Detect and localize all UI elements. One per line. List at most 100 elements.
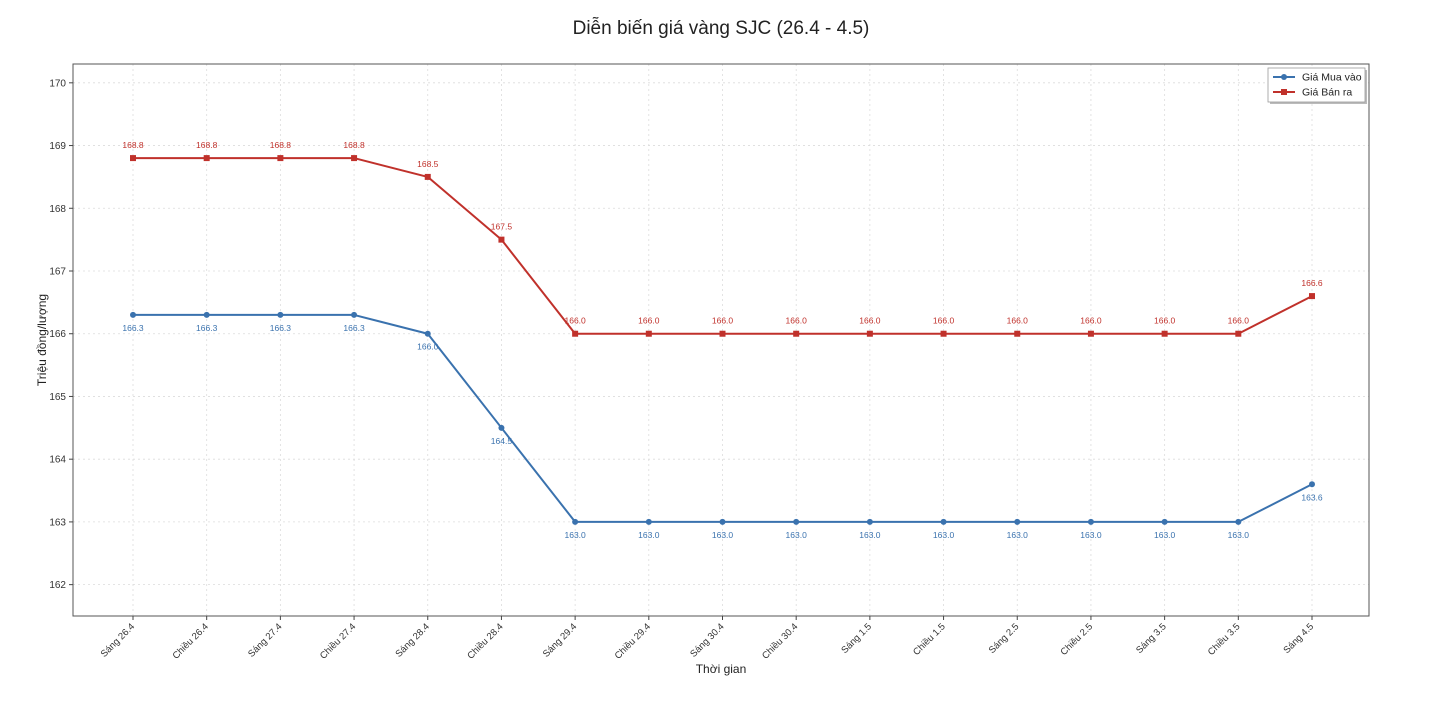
data-point bbox=[793, 330, 800, 337]
data-label: 166.6 bbox=[1301, 278, 1323, 288]
data-point bbox=[424, 330, 431, 337]
y-axis: 162 163 164 165 166 167 168 169 170 bbox=[49, 78, 73, 591]
y-tick-label: 168 bbox=[49, 204, 66, 215]
x-tick-label: Sáng 26.4 bbox=[99, 621, 137, 659]
data-point bbox=[498, 424, 505, 431]
data-label: 168.8 bbox=[196, 140, 218, 150]
y-tick-label: 162 bbox=[49, 580, 66, 591]
data-point bbox=[645, 518, 652, 525]
data-point bbox=[940, 330, 947, 337]
data-label: 166.3 bbox=[122, 323, 144, 333]
data-label: 166.3 bbox=[196, 323, 218, 333]
data-label: 166.0 bbox=[1007, 316, 1029, 326]
x-tick-label: Sáng 30.4 bbox=[688, 621, 726, 659]
y-tick-label: 167 bbox=[49, 267, 66, 278]
data-label: 163.0 bbox=[1228, 530, 1250, 540]
data-point bbox=[1161, 518, 1168, 525]
data-label: 166.0 bbox=[712, 316, 734, 326]
data-label: 166.0 bbox=[1080, 316, 1102, 326]
data-label: 168.8 bbox=[122, 140, 144, 150]
data-label: 166.3 bbox=[270, 323, 292, 333]
data-label: 166.0 bbox=[1228, 316, 1250, 326]
data-label: 163.0 bbox=[933, 530, 955, 540]
data-label: 166.0 bbox=[564, 316, 586, 326]
x-tick-label: Chiều 30.4 bbox=[760, 621, 800, 661]
x-tick-label: Sáng 1.5 bbox=[839, 621, 874, 656]
data-point bbox=[1309, 293, 1315, 300]
data-label: 164.5 bbox=[491, 436, 513, 446]
chart-title: Diễn biến giá vàng SJC (26.4 - 4.5) bbox=[573, 17, 870, 39]
x-tick-label: Chiều 2.5 bbox=[1059, 621, 1096, 658]
y-tick-label: 169 bbox=[49, 141, 66, 152]
data-label: 166.3 bbox=[343, 323, 365, 333]
data-point bbox=[866, 330, 873, 337]
data-point bbox=[793, 518, 800, 525]
legend-marker bbox=[1281, 89, 1287, 95]
legend-marker bbox=[1281, 74, 1287, 80]
data-point bbox=[645, 330, 652, 337]
data-label: 163.0 bbox=[859, 530, 881, 540]
data-point bbox=[498, 236, 505, 243]
data-point bbox=[572, 330, 579, 337]
data-label: 166.0 bbox=[1154, 316, 1176, 326]
legend-label: Giá Bán ra bbox=[1302, 87, 1352, 99]
x-axis-label: Thời gian bbox=[696, 662, 747, 676]
data-point bbox=[719, 330, 726, 337]
data-point bbox=[203, 311, 210, 318]
data-point bbox=[719, 518, 726, 525]
data-point bbox=[351, 155, 358, 162]
data-point bbox=[130, 155, 136, 162]
data-label: 163.0 bbox=[564, 530, 586, 540]
data-label: 166.0 bbox=[859, 316, 881, 326]
data-point bbox=[1309, 481, 1315, 488]
legend-label: Giá Mua vào bbox=[1302, 72, 1362, 84]
x-tick-label: Sáng 29.4 bbox=[541, 621, 579, 659]
x-tick-label: Sáng 27.4 bbox=[246, 621, 284, 659]
legend-box bbox=[1267, 67, 1366, 103]
data-label: 163.0 bbox=[1080, 530, 1102, 540]
data-label: 166.0 bbox=[638, 316, 660, 326]
data-point bbox=[424, 173, 431, 180]
data-point bbox=[1014, 518, 1021, 525]
x-tick-label: Chiều 28.4 bbox=[465, 621, 505, 661]
y-axis-label: Triệu đồng/lượng bbox=[35, 294, 49, 386]
data-label: 166.0 bbox=[786, 316, 808, 326]
series-1: 166.3 166.3 166.3 166.3 166.0 164.5 163.0 163.0… bbox=[122, 311, 1323, 540]
data-point bbox=[277, 155, 284, 162]
x-tick-label: Sáng 2.5 bbox=[987, 621, 1022, 656]
data-label: 163.6 bbox=[1301, 492, 1323, 502]
data-point bbox=[1161, 330, 1168, 337]
data-point bbox=[866, 518, 873, 525]
x-tick-label: Chiều 1.5 bbox=[911, 621, 948, 658]
data-label: 168.8 bbox=[270, 140, 292, 150]
series-layer: 166.3 166.3 166.3 166.3 166.0 164.5 163.0 163.0… bbox=[122, 140, 1323, 540]
data-label: 168.5 bbox=[417, 159, 439, 169]
y-tick-label: 166 bbox=[49, 329, 66, 340]
data-label: 163.0 bbox=[1154, 530, 1176, 540]
data-point bbox=[1235, 518, 1242, 525]
data-point bbox=[1235, 330, 1242, 337]
x-tick-label: Chiều 26.4 bbox=[171, 621, 211, 661]
plot-frame bbox=[72, 63, 1370, 617]
data-label: 167.5 bbox=[491, 222, 513, 232]
data-label: 168.8 bbox=[343, 140, 365, 150]
data-label: 163.0 bbox=[638, 530, 660, 540]
data-label: 163.0 bbox=[712, 530, 734, 540]
x-tick-label: Chiều 27.4 bbox=[318, 621, 358, 661]
data-point bbox=[1087, 330, 1094, 337]
data-label: 163.0 bbox=[1007, 530, 1029, 540]
x-tick-label: Sáng 4.5 bbox=[1281, 621, 1316, 656]
x-axis: Sáng 26.4 Chiều 26.4 Sáng 27.4 Chiều 27.4 Sá… bbox=[99, 616, 1316, 662]
x-tick-label: Sáng 28.4 bbox=[393, 621, 431, 659]
data-point bbox=[203, 155, 210, 162]
data-point bbox=[940, 518, 947, 525]
x-tick-label: Sáng 3.5 bbox=[1134, 621, 1169, 656]
x-tick-label: Chiều 3.5 bbox=[1206, 621, 1243, 658]
y-tick-label: 163 bbox=[49, 517, 66, 528]
data-point bbox=[1014, 330, 1021, 337]
data-point bbox=[130, 311, 136, 318]
data-label: 166.0 bbox=[417, 342, 439, 352]
y-tick-label: 165 bbox=[49, 392, 66, 403]
data-point bbox=[572, 518, 579, 525]
data-point bbox=[277, 311, 284, 318]
